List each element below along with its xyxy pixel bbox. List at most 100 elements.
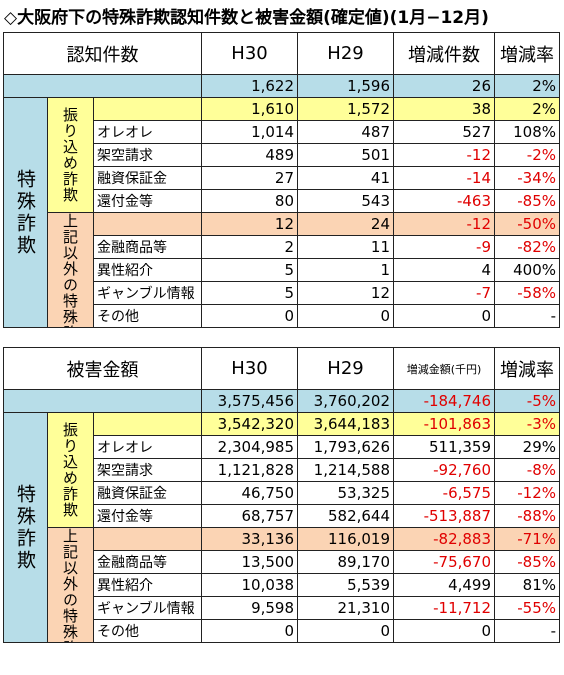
value-cell: 12	[297, 281, 395, 305]
value-cell: 2	[201, 235, 299, 259]
group-label: 振り込め詐欺	[47, 412, 94, 528]
value-cell: 2,304,985	[201, 435, 299, 459]
value-cell: -58%	[494, 281, 561, 305]
value-cell: -71%	[494, 527, 561, 551]
value-cell: -82%	[494, 235, 561, 259]
value-cell: -12%	[494, 481, 561, 505]
value-cell: 53,325	[297, 481, 395, 505]
value-cell: 21,310	[297, 596, 395, 620]
value-cell: 1,014	[201, 120, 299, 144]
value-cell: 1,610	[201, 97, 299, 121]
value-cell: 489	[201, 143, 299, 167]
item-label: その他	[92, 619, 203, 643]
header-cell: 増減金額(千円)	[393, 347, 496, 390]
group-row: 特殊詐欺 振り込め詐欺 1,610 1,572 38 2%	[3, 97, 561, 328]
value-cell: -34%	[494, 166, 561, 190]
header-cell: H29	[297, 32, 395, 75]
value-cell: 0	[297, 619, 395, 643]
value-cell: 13,500	[201, 550, 299, 574]
value-cell: -14	[393, 166, 496, 190]
item-label: 金融商品等	[92, 235, 203, 259]
value-cell: 0	[201, 619, 299, 643]
value-cell: -12	[393, 143, 496, 167]
value-cell: 4,499	[393, 573, 496, 597]
value-cell: 33,136	[201, 527, 299, 551]
value-cell: -82,883	[393, 527, 496, 551]
value-cell: 46,750	[201, 481, 299, 505]
item-row: ギャンブル情報 9,598 21,310 -11,712 -55%	[4, 596, 561, 620]
value-cell: 511,359	[393, 435, 496, 459]
item-row: オレオレ 2,304,985 1,793,626 511,359 29%	[4, 435, 561, 459]
item-row: 融資保証金 27 41 -14 -34%	[4, 166, 561, 190]
item-label: ギャンブル情報	[92, 596, 203, 620]
value-cell: 116,019	[297, 527, 395, 551]
value-cell: 2%	[494, 74, 561, 98]
value-cell: 2%	[494, 97, 561, 121]
group-row: 上記以外の特殊詐欺 33,136 116,019 -82,883 -71%	[4, 527, 561, 643]
value-cell: 1,572	[297, 97, 395, 121]
value-cell: 1	[297, 258, 395, 282]
total-row: 1,622 1,596 26 2%	[2, 74, 561, 98]
value-cell: 1,121,828	[201, 458, 299, 482]
value-cell: 527	[393, 120, 496, 144]
value-cell: -463	[393, 189, 496, 213]
value-cell: 582,644	[297, 504, 395, 528]
value-cell: 501	[297, 143, 395, 167]
total-row: 3,575,456 3,760,202 -184,746 -5%	[2, 389, 561, 413]
count-table: 認知件数 H30 H29 増減件数 増減率 1,622 1,596 26 2% 特殊詐欺 振り込め詐…	[2, 32, 561, 328]
value-cell: 41	[297, 166, 395, 190]
value-cell: 0	[297, 304, 395, 328]
value-cell: 1,596	[297, 74, 395, 98]
item-row: 架空請求 1,121,828 1,214,588 -92,760 -8%	[4, 458, 561, 482]
value-cell: -101,863	[393, 412, 496, 436]
value-cell: -11,712	[393, 596, 496, 620]
item-row: 金融商品等 2 11 -9 -82%	[4, 235, 561, 259]
group-label: 上記以外の特殊詐欺	[47, 527, 94, 643]
value-cell: -50%	[494, 212, 561, 236]
value-cell: 1,622	[201, 74, 299, 98]
header-cell: 増減件数	[393, 32, 496, 75]
value-cell: -85%	[494, 550, 561, 574]
header-cell: 被害金額	[2, 347, 203, 390]
item-row: 還付金等 80 543 -463 -85%	[4, 189, 561, 213]
group-sum-label	[92, 412, 203, 436]
value-cell: 487	[297, 120, 395, 144]
value-cell: 3,575,456	[201, 389, 299, 413]
value-cell: 400%	[494, 258, 561, 282]
value-cell: 29%	[494, 435, 561, 459]
total-label	[2, 74, 203, 98]
header-cell: 増減率	[494, 32, 561, 75]
value-cell: -75,670	[393, 550, 496, 574]
value-cell: 12	[201, 212, 299, 236]
value-cell: -3%	[494, 412, 561, 436]
damage-table: 被害金額 H30 H29 増減金額(千円) 増減率 3,575,456 3,760,202-…	[2, 347, 561, 643]
value-cell: 24	[297, 212, 395, 236]
value-cell: 3,760,202	[297, 389, 395, 413]
value-cell: -85%	[494, 189, 561, 213]
value-cell: -88%	[494, 504, 561, 528]
group-row: 上記以外の特殊詐欺 12 24 -12 -50%	[4, 212, 561, 328]
value-cell: 81%	[494, 573, 561, 597]
item-label: 異性紹介	[92, 258, 203, 282]
group-label: 振り込め詐欺	[47, 97, 94, 213]
value-cell: 5	[201, 281, 299, 305]
value-cell: 5	[201, 258, 299, 282]
value-cell: 3,644,183	[297, 412, 395, 436]
item-label: 金融商品等	[92, 550, 203, 574]
header-row: 認知件数 H30 H29 増減件数 増減率	[2, 32, 561, 75]
value-cell: 0	[201, 304, 299, 328]
item-row: 融資保証金 46,750 53,325 -6,575 -12%	[4, 481, 561, 505]
value-cell: -513,887	[393, 504, 496, 528]
value-cell: 80	[201, 189, 299, 213]
value-cell: 108%	[494, 120, 561, 144]
header-cell: 認知件数	[2, 32, 203, 75]
item-label: オレオレ	[92, 120, 203, 144]
item-label: 架空請求	[92, 143, 203, 167]
value-cell: -12	[393, 212, 496, 236]
value-cell: 0	[393, 304, 496, 328]
value-cell: -184,746	[393, 389, 496, 413]
title: ◇大阪府下の特殊詐欺認知件数と被害金額(確定値)(1月−12月)	[4, 8, 489, 28]
item-label: 融資保証金	[92, 481, 203, 505]
value-cell: 4	[393, 258, 496, 282]
item-label: 異性紹介	[92, 573, 203, 597]
